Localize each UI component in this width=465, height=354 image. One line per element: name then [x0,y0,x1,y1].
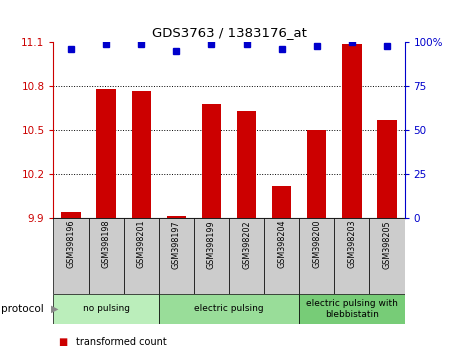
Bar [202,104,221,218]
Text: GSM398198: GSM398198 [102,220,111,268]
Bar [299,294,405,324]
Text: electric pulsing: electric pulsing [194,304,264,313]
Bar [264,218,299,294]
Bar [342,44,362,218]
Text: electric pulsing with
blebbistatin: electric pulsing with blebbistatin [306,299,398,319]
Bar [88,218,124,294]
Bar [124,218,159,294]
Text: GSM398196: GSM398196 [66,220,75,268]
Bar [159,218,194,294]
Bar [369,218,405,294]
Text: GSM398203: GSM398203 [347,220,356,268]
Bar [194,218,229,294]
Bar [53,294,159,324]
Text: GSM398205: GSM398205 [383,220,392,269]
Text: GSM398202: GSM398202 [242,220,251,269]
Bar [61,212,81,218]
Text: GSM398199: GSM398199 [207,220,216,269]
Bar [132,91,151,218]
Text: no pulsing: no pulsing [83,304,130,313]
Bar [159,294,299,324]
Bar [53,218,88,294]
Title: GDS3763 / 1383176_at: GDS3763 / 1383176_at [152,25,306,39]
Bar [272,185,292,218]
Bar [96,89,116,218]
Text: transformed count: transformed count [76,337,166,347]
Text: GSM398197: GSM398197 [172,220,181,269]
Text: GSM398200: GSM398200 [312,220,321,268]
Text: ■: ■ [58,337,67,347]
Bar [377,120,397,218]
Bar [307,130,326,218]
Text: GSM398201: GSM398201 [137,220,146,268]
Bar [299,218,334,294]
Text: ▶: ▶ [51,304,59,314]
Bar [237,111,256,218]
Bar [229,218,264,294]
Text: protocol: protocol [1,304,44,314]
Bar [334,218,370,294]
Text: GSM398204: GSM398204 [277,220,286,268]
Bar [166,216,186,218]
